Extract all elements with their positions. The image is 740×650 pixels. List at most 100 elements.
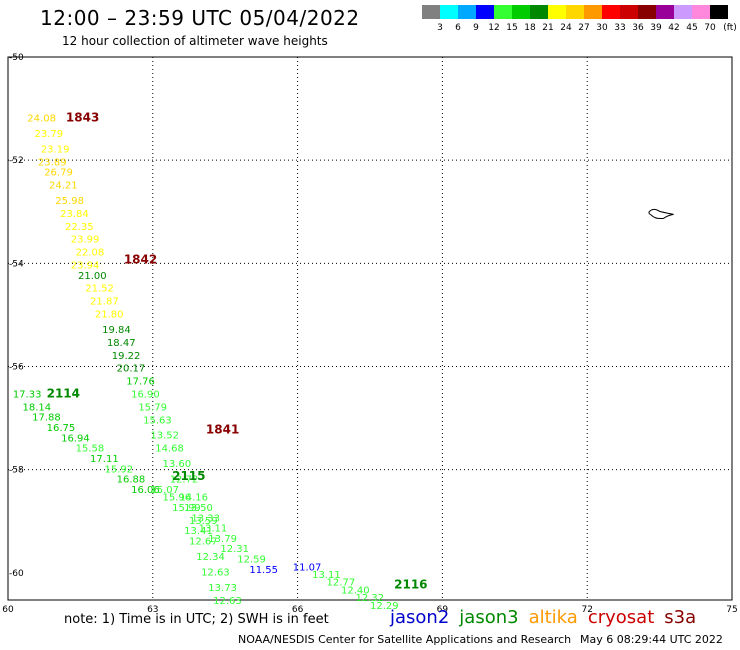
satellite-legend: jason2 jason3 altika cryosat s3a (390, 607, 706, 628)
colorbar-label: 36 (632, 23, 644, 33)
lon-tick-label: 60 (2, 605, 14, 615)
colorbar-label: 70 (704, 23, 716, 33)
wave-height-value: 22.35 (65, 222, 94, 233)
colorbar-label: 33 (614, 23, 626, 33)
wave-height-value: 21.87 (90, 297, 119, 308)
wave-height-value: 15.96 (162, 493, 191, 504)
wave-height-value: 13.73 (208, 583, 237, 594)
lat-tick-label: -56 (9, 363, 24, 373)
wave-height-value: 23.99 (71, 235, 100, 246)
wave-height-value: 23.19 (41, 144, 70, 155)
wave-height-value: 24.08 (27, 113, 56, 124)
wave-height-value: 18.47 (107, 338, 136, 349)
satellite-legend-jason2: jason2 (390, 607, 450, 628)
wave-height-value: 12.40 (341, 585, 370, 596)
lat-tick-label: -50 (9, 53, 24, 63)
colorbar-swatch (476, 5, 494, 19)
wave-height-value: 20.17 (117, 364, 146, 375)
colorbar-label: 15 (506, 23, 518, 33)
lat-tick-label: -58 (9, 466, 24, 476)
colorbar-label: 42 (668, 23, 680, 33)
wave-height-value: 23.84 (60, 209, 89, 220)
wave-height-value: 18.14 (22, 402, 51, 413)
wave-height-value: 26.79 (44, 168, 73, 179)
colorbar-swatch (602, 5, 620, 19)
colorbar-unit-label: (ft) (723, 23, 737, 33)
wave-height-value: 12.31 (220, 544, 249, 555)
colorbar-swatch (494, 5, 512, 19)
colorbar-swatch (710, 5, 728, 19)
wave-height-value: 16.06 (131, 485, 160, 496)
colorbar-label: 18 (524, 23, 536, 33)
wave-height-value: 13.59 (189, 516, 218, 527)
wave-height-value: 15.58 (76, 444, 105, 455)
wave-height-value: 17.33 (13, 389, 42, 400)
pass-time-label: 1843 (66, 110, 99, 124)
wave-height-value: 12.29 (370, 601, 399, 612)
wave-height-value: 12.63 (213, 596, 242, 607)
lon-tick-label: 69 (437, 605, 449, 615)
wave-height-value: 16.94 (61, 433, 90, 444)
wave-height-value: 15.07 (150, 485, 179, 496)
satellite-legend-s3a: s3a (664, 607, 697, 628)
colorbar-swatch (440, 5, 458, 19)
wave-height-value: 16.88 (117, 475, 146, 486)
footer-note: note: 1) Time is in UTC; 2) SWH is in fe… (64, 612, 329, 627)
colorbar-label: 12 (488, 23, 500, 33)
wave-height-value: 12.34 (196, 552, 225, 563)
satellite-legend-altika: altika (528, 607, 578, 628)
lon-tick-label: 72 (581, 605, 592, 615)
wave-height-value: 19.84 (102, 325, 131, 336)
wave-height-value: 11.07 (293, 562, 322, 573)
wave-height-value: 16.90 (131, 389, 160, 400)
wave-height-value: 13.60 (162, 459, 191, 470)
colorbar-swatch (422, 5, 440, 19)
colorbar-swatch (548, 5, 566, 19)
wave-height-value: 22.08 (76, 248, 105, 259)
pass-time-label: 2114 (47, 386, 80, 400)
wave-height-value: 14.16 (179, 493, 208, 504)
wave-height-value: 15.63 (143, 415, 172, 426)
colorbar-label: 3 (437, 23, 443, 33)
colorbar-swatch (692, 5, 710, 19)
wave-height-value: 21.52 (85, 284, 114, 295)
colorbar-swatch (512, 5, 530, 19)
wave-height-value: 13.79 (208, 534, 237, 545)
pass-time-label: 1841 (206, 423, 239, 437)
lat-tick-label: -60 (9, 569, 24, 579)
pass-time-label: 2115 (172, 469, 205, 483)
colorbar-swatch (458, 5, 476, 19)
map-frame (7, 56, 733, 601)
wave-height-value: 13.11 (312, 570, 341, 581)
wave-height-value: 17.76 (126, 377, 155, 388)
colorbar-label: 27 (578, 23, 590, 33)
lon-tick-label: 66 (292, 605, 304, 615)
colorbar-swatch (656, 5, 674, 19)
wave-height-value: 17.11 (90, 454, 119, 465)
footer-credit: NOAA/NESDIS Center for Satellite Applica… (238, 633, 572, 646)
wave-height-value: 15.79 (138, 402, 167, 413)
wave-height-value: 15.99 (172, 503, 201, 514)
wave-height-value: 14.68 (155, 444, 184, 455)
colorbar-label: 24 (560, 23, 572, 33)
wave-height-value: 23.89 (38, 157, 67, 168)
colorbar-label: 30 (596, 23, 608, 33)
satellite-legend-jason3: jason3 (459, 607, 519, 628)
wave-height-value: 11.55 (249, 565, 278, 576)
wave-height-value: 13.33 (191, 513, 220, 524)
satellite-legend-cryosat: cryosat (587, 607, 655, 628)
colorbar-label: 6 (455, 23, 461, 33)
wave-height-value: 13.41 (184, 526, 213, 537)
wave-height-value: 16.75 (47, 423, 76, 434)
wave-height-value: 12.63 (201, 567, 230, 578)
colorbar-swatch (584, 5, 602, 19)
wave-height-value: 21.80 (95, 310, 124, 321)
colorbar-swatch (530, 5, 548, 19)
colorbar-label: 39 (650, 23, 662, 33)
wave-height-value: 13.50 (184, 503, 213, 514)
wave-height-value: 13.11 (199, 524, 228, 535)
colorbar-swatch (566, 5, 584, 19)
colorbar-swatch (620, 5, 638, 19)
page-subtitle: 12 hour collection of altimeter wave hei… (62, 34, 328, 48)
